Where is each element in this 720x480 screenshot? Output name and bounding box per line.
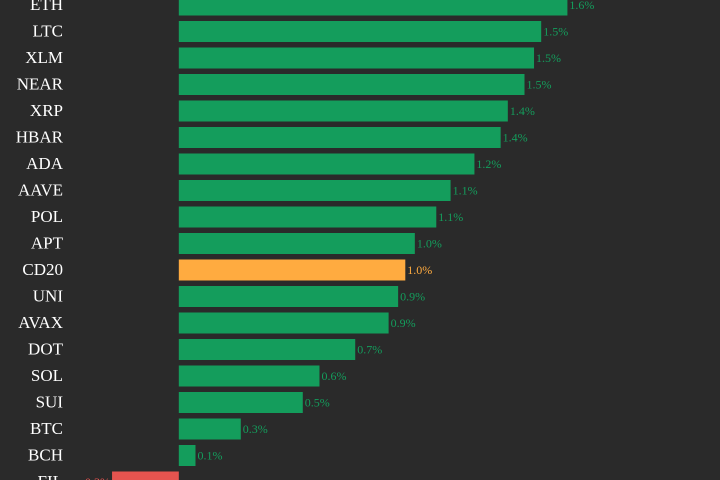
bar bbox=[178, 312, 389, 334]
value-label: 1.5% bbox=[543, 24, 568, 38]
value-label: 1.6% bbox=[569, 0, 594, 12]
bar bbox=[178, 180, 451, 201]
bar bbox=[178, 233, 415, 254]
bar bbox=[178, 259, 406, 281]
value-label: 0.6% bbox=[321, 369, 346, 383]
category-label: AVAX bbox=[18, 313, 63, 332]
category-label: POL bbox=[31, 207, 63, 226]
value-label: 0.3% bbox=[243, 422, 268, 436]
bar bbox=[178, 0, 568, 16]
bar bbox=[112, 471, 179, 480]
bar bbox=[178, 74, 525, 95]
bar bbox=[178, 365, 320, 387]
category-label: BTC bbox=[30, 419, 63, 438]
bar bbox=[178, 100, 508, 122]
category-label: LTC bbox=[32, 21, 63, 40]
category-label: SUI bbox=[36, 392, 64, 411]
bar bbox=[178, 206, 437, 228]
category-label: ADA bbox=[26, 154, 64, 173]
value-label: 1.2% bbox=[476, 157, 501, 171]
value-label: 1.4% bbox=[503, 130, 528, 144]
value-label: 0.1% bbox=[197, 448, 222, 462]
value-label: 0.9% bbox=[400, 289, 425, 303]
category-label: AAVE bbox=[18, 180, 63, 199]
value-label: 0.5% bbox=[305, 395, 330, 409]
value-label: 1.1% bbox=[453, 183, 478, 197]
value-label: 0.9% bbox=[391, 316, 416, 330]
bar bbox=[178, 286, 399, 307]
bar bbox=[178, 47, 535, 69]
bar bbox=[178, 339, 356, 360]
category-label: SOL bbox=[31, 366, 63, 385]
value-label: 1.5% bbox=[527, 77, 552, 91]
category-label: BCH bbox=[28, 445, 63, 464]
value-label: 1.0% bbox=[417, 236, 442, 250]
category-label: UNI bbox=[33, 286, 64, 305]
value-label: -0.3% bbox=[81, 475, 110, 480]
bar bbox=[178, 392, 303, 413]
category-label: DOT bbox=[28, 339, 64, 358]
bar bbox=[178, 127, 501, 148]
bar bbox=[178, 21, 542, 42]
category-label: CD20 bbox=[22, 260, 63, 279]
category-label: XRP bbox=[30, 101, 63, 120]
value-label: 1.0% bbox=[407, 263, 432, 277]
bar bbox=[178, 445, 196, 466]
category-label: HBAR bbox=[16, 127, 64, 146]
value-label: 0.7% bbox=[357, 342, 382, 356]
category-label: XLM bbox=[25, 48, 63, 67]
bar bbox=[178, 153, 475, 175]
value-label: 1.1% bbox=[438, 210, 463, 224]
value-label: 1.5% bbox=[536, 51, 561, 65]
value-label: 1.4% bbox=[510, 104, 535, 118]
category-label: ETH bbox=[30, 0, 63, 14]
category-label: NEAR bbox=[17, 74, 64, 93]
category-label: APT bbox=[31, 233, 64, 252]
category-label: FIL bbox=[38, 472, 64, 480]
bar bbox=[178, 418, 241, 440]
